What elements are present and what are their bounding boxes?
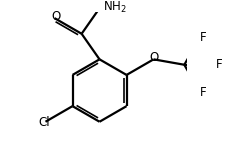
Text: O: O xyxy=(51,10,60,23)
Text: Cl: Cl xyxy=(38,116,50,129)
Text: O: O xyxy=(148,51,158,64)
Text: NH$_2$: NH$_2$ xyxy=(103,0,126,15)
Text: F: F xyxy=(199,86,205,99)
Text: F: F xyxy=(199,30,205,43)
Text: F: F xyxy=(214,58,221,71)
